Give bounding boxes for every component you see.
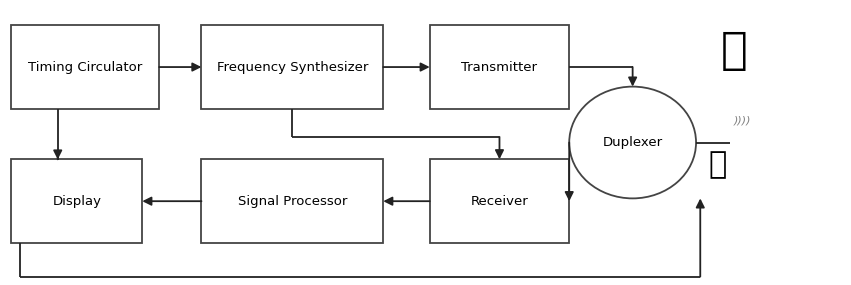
FancyBboxPatch shape <box>430 25 569 109</box>
Text: )))): )))) <box>734 115 751 125</box>
Text: Frequency Synthesizer: Frequency Synthesizer <box>217 60 368 74</box>
FancyBboxPatch shape <box>202 25 383 109</box>
FancyBboxPatch shape <box>430 159 569 243</box>
FancyBboxPatch shape <box>202 159 383 243</box>
Text: Receiver: Receiver <box>471 195 528 208</box>
Text: Signal Processor: Signal Processor <box>237 195 347 208</box>
Text: Duplexer: Duplexer <box>603 136 663 149</box>
Text: 📡: 📡 <box>708 150 726 179</box>
Text: Display: Display <box>52 195 101 208</box>
Text: 🛩️: 🛩️ <box>721 29 747 72</box>
Text: Transmitter: Transmitter <box>461 60 538 74</box>
Ellipse shape <box>569 87 696 198</box>
Text: Timing Circulator: Timing Circulator <box>28 60 142 74</box>
FancyBboxPatch shape <box>11 25 159 109</box>
FancyBboxPatch shape <box>11 159 142 243</box>
